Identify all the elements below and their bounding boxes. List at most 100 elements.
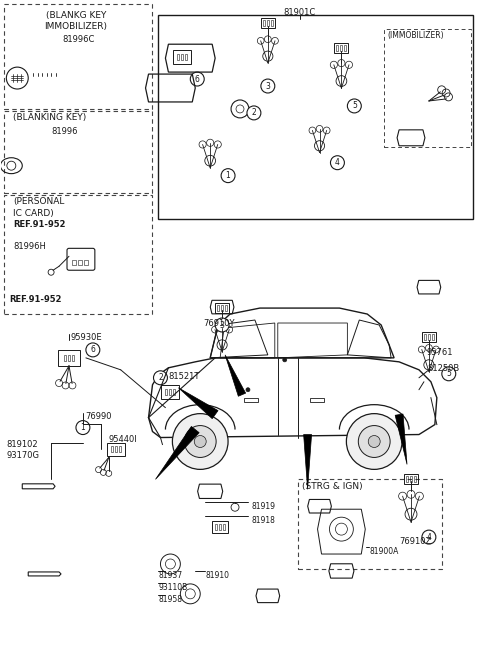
Bar [166,389,168,394]
Bar [428,334,430,340]
Polygon shape [225,355,246,396]
Bar [225,305,227,311]
Bar [263,20,265,26]
Bar [173,389,175,394]
Bar [212,521,228,533]
Text: 81900A: 81900A [369,547,398,556]
Bar [223,524,225,530]
Text: (PERSONAL: (PERSONAL [13,196,65,205]
Polygon shape [304,434,312,489]
Text: 76910Z: 76910Z [399,537,432,546]
Text: 1: 1 [81,423,85,432]
Bar [68,355,70,361]
Text: REF.91-952: REF.91-952 [13,220,66,230]
Bar [404,475,418,484]
Circle shape [172,413,228,469]
Circle shape [154,371,168,385]
Bar [4,194,152,314]
Bar [107,443,125,456]
Text: 95761: 95761 [427,348,454,357]
Bar [344,45,347,51]
Text: REF.91-952: REF.91-952 [9,295,62,304]
Circle shape [422,530,436,544]
Text: (BLANKING KEY): (BLANKING KEY) [13,113,86,122]
Bar [384,29,471,147]
Polygon shape [395,414,407,464]
Bar [215,524,217,530]
Bar [58,350,80,366]
Circle shape [442,367,456,381]
Bar [169,389,171,394]
Circle shape [221,169,235,183]
Text: 81958: 81958 [158,595,182,604]
Text: 6: 6 [90,346,96,355]
Circle shape [215,318,229,332]
Circle shape [368,436,380,447]
Bar [72,355,74,361]
Bar [4,111,152,192]
Bar [298,479,442,569]
Text: 4: 4 [426,533,432,542]
Bar [414,477,416,482]
Text: 819102: 819102 [6,439,38,449]
Bar [340,45,342,51]
Bar [261,18,275,28]
Circle shape [348,99,361,113]
Text: IC CARD): IC CARD) [13,209,54,218]
Text: 81910: 81910 [205,571,229,580]
Circle shape [76,421,90,434]
Text: 5: 5 [446,369,451,378]
Bar [185,54,187,60]
Bar [310,398,324,402]
Text: (IMMOBILIZER): (IMMOBILIZER) [387,31,444,40]
Bar [217,305,219,311]
Circle shape [283,358,287,362]
Bar [432,334,434,340]
Bar [78,260,82,265]
Text: 81996H: 81996H [13,243,46,252]
Text: 3: 3 [220,321,225,329]
Circle shape [330,156,344,170]
Bar [219,524,221,530]
Text: 4: 4 [335,158,340,167]
Text: 93170G: 93170G [6,451,39,460]
Bar [221,305,223,311]
Bar [4,5,152,109]
Text: 76990: 76990 [85,411,111,421]
Text: 5: 5 [352,102,357,110]
Circle shape [7,161,16,170]
Text: 81996: 81996 [51,127,78,136]
Text: 93110B: 93110B [158,583,188,592]
Bar [72,260,76,265]
Circle shape [86,343,100,357]
Bar [336,45,338,51]
Text: (STRG & IGN): (STRG & IGN) [301,482,362,492]
Circle shape [190,72,204,86]
Bar [422,332,436,342]
Circle shape [184,426,216,458]
Bar [178,54,180,60]
Bar [158,16,473,220]
Text: 81901C: 81901C [284,8,316,18]
Circle shape [247,106,261,120]
Text: 95440I: 95440I [109,434,137,443]
Text: 81937: 81937 [158,571,182,580]
Bar [267,20,269,26]
Bar [406,477,408,482]
Text: 6: 6 [195,74,200,83]
Bar [173,50,192,64]
Polygon shape [179,388,218,419]
Text: 81250B: 81250B [427,364,459,373]
Circle shape [358,426,390,458]
Bar [111,447,113,452]
Bar [424,334,426,340]
Bar [161,385,180,398]
Circle shape [194,436,206,447]
Circle shape [246,388,250,392]
Text: 3: 3 [265,82,270,91]
Bar [181,54,183,60]
Text: 81996C: 81996C [63,35,95,44]
Text: 2: 2 [252,108,256,117]
Text: 81521T: 81521T [168,372,200,381]
Bar [271,20,273,26]
